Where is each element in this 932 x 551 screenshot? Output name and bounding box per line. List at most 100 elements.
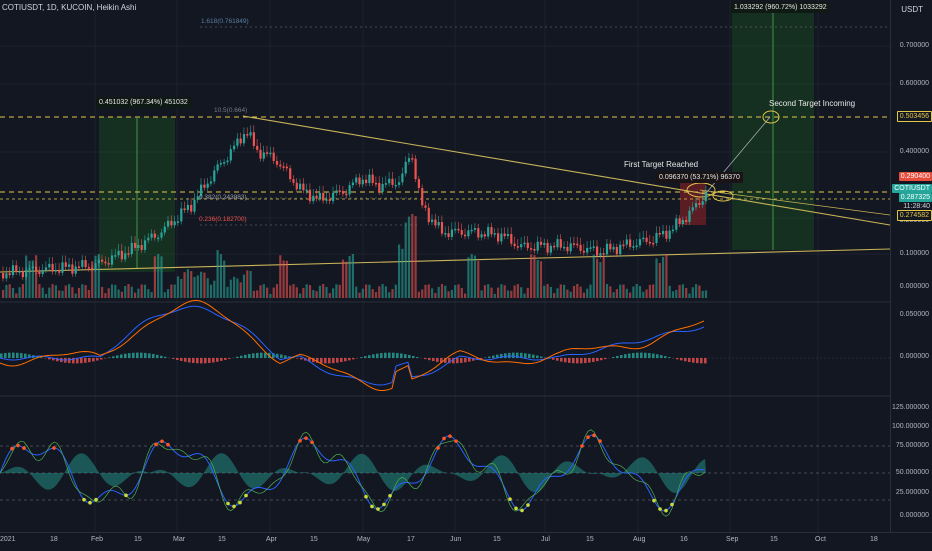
volume-bar <box>81 284 83 298</box>
volume-bar <box>306 284 308 298</box>
signal-dot <box>370 505 374 509</box>
volume-bar <box>698 286 700 298</box>
macd-bar <box>164 357 167 358</box>
candle <box>438 222 440 225</box>
macd-bar <box>88 358 91 362</box>
candle <box>596 246 598 255</box>
price-chart[interactable] <box>0 0 890 532</box>
candle <box>329 199 331 201</box>
candle <box>193 200 195 212</box>
macd-bar <box>360 357 363 358</box>
macd-bar <box>432 358 435 361</box>
candle <box>177 221 179 223</box>
volume-bar <box>477 261 479 298</box>
candle <box>296 183 298 189</box>
candle <box>207 184 209 188</box>
candle <box>599 253 601 255</box>
candle <box>121 251 123 260</box>
volume-bar <box>494 294 496 298</box>
candle <box>398 182 400 185</box>
symbol-title[interactable]: COTIUSDT, 1D, KUCOIN, Heikin Ashi <box>2 3 136 12</box>
candle <box>540 242 542 245</box>
candle <box>576 244 578 246</box>
volume-bar <box>642 292 644 298</box>
macd-bar <box>172 358 175 359</box>
candle <box>444 233 446 235</box>
candle <box>461 230 463 235</box>
macd-bar <box>140 353 143 358</box>
signal-dot <box>454 439 458 443</box>
candle <box>434 220 436 226</box>
candle <box>622 245 624 247</box>
macd-line <box>0 306 704 385</box>
candle <box>332 193 334 201</box>
candle <box>345 194 347 196</box>
candle <box>629 239 631 246</box>
volume-bar <box>180 279 182 298</box>
volume-bar <box>319 286 321 298</box>
volume-bar <box>510 291 512 298</box>
candle <box>114 255 116 257</box>
candle <box>325 199 327 201</box>
time-tick: 17 <box>407 536 415 543</box>
candle <box>487 227 489 236</box>
time-tick: 15 <box>770 536 778 543</box>
macd-bar <box>280 354 283 358</box>
volume-bar <box>556 288 558 298</box>
candle <box>94 263 96 269</box>
macd-bar <box>124 354 127 358</box>
fib-0382-label: 0.382(0.243883) <box>199 194 247 201</box>
candle <box>688 211 690 222</box>
time-tick: 2021 <box>0 536 16 543</box>
volume-bar <box>226 287 228 298</box>
osc-tick: 75.000000 <box>896 442 929 449</box>
volume-bar <box>464 293 466 298</box>
macd-bar <box>12 353 15 358</box>
macd-bar <box>464 358 467 362</box>
candle <box>507 234 509 236</box>
time-tick: 15 <box>218 536 226 543</box>
signal-dot <box>166 443 170 447</box>
macd-bar <box>572 358 575 363</box>
time-axis[interactable]: 2021 18 Feb 15 Mar 15 Apr 15 May 17 Jun … <box>0 532 932 551</box>
candle <box>266 152 268 154</box>
volume-bar <box>580 287 582 298</box>
price-axis[interactable]: USDT 0.700000 0.600000 0.400000 0.200000… <box>890 0 932 532</box>
candle <box>570 243 572 251</box>
macd-bar <box>580 358 583 363</box>
volume-bar <box>385 286 387 298</box>
volume-bar <box>566 290 568 298</box>
volume-bar <box>246 270 248 298</box>
volume-bar <box>48 288 50 298</box>
volume-bar <box>636 284 638 298</box>
signal-dot <box>436 446 440 450</box>
macd-bar <box>468 358 471 362</box>
signal-dot <box>244 494 248 498</box>
macd-bar <box>556 358 559 361</box>
time-tick: Jun <box>450 536 461 543</box>
price-tick: 0.000000 <box>900 283 929 290</box>
candle <box>246 134 248 136</box>
volume-bar <box>358 293 360 298</box>
volume-bar <box>415 216 417 298</box>
chart-area[interactable]: COTIUSDT, 1D, KUCOIN, Heikin Ashi 0.4510… <box>0 0 890 532</box>
macd-bar <box>84 358 87 363</box>
volume-bar <box>659 263 661 298</box>
candle <box>22 271 24 277</box>
time-tick: 15 <box>586 536 594 543</box>
candle <box>240 139 242 144</box>
candle <box>101 260 103 262</box>
candle <box>38 272 40 274</box>
candle <box>269 153 271 155</box>
candle <box>124 253 126 259</box>
signal-dot <box>598 439 602 443</box>
candle <box>665 231 667 239</box>
volume-bar <box>127 284 129 298</box>
volume-bar <box>352 254 354 298</box>
candle <box>484 234 486 236</box>
candle <box>471 230 473 232</box>
candle <box>213 170 215 181</box>
macd-bar <box>624 354 627 358</box>
macd-bar <box>196 358 199 363</box>
macd-bar <box>576 358 579 363</box>
